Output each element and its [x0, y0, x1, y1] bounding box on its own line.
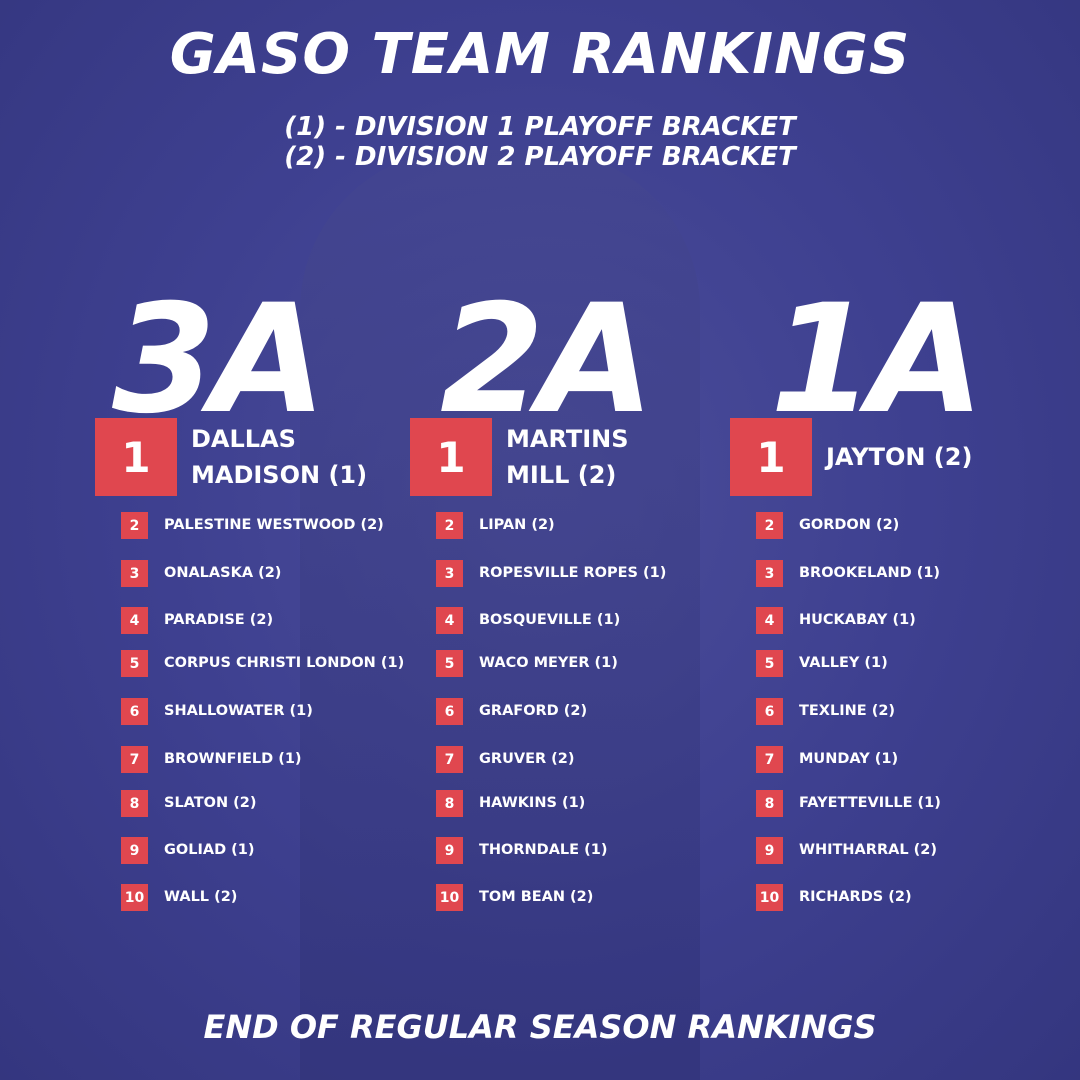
team-name: DALLAS MADISON (1) — [191, 425, 368, 489]
rank-badge: 2 — [436, 512, 463, 539]
legend-line: (2) - DIVISION 2 PLAYOFF BRACKET — [284, 142, 796, 172]
team-name: JAYTON (2) — [826, 443, 973, 471]
division-label: 2A — [440, 273, 654, 447]
rank-badge: 9 — [756, 837, 783, 864]
rank-badge: 5 — [756, 650, 783, 677]
background-figure — [300, 150, 700, 1080]
rank-badge: 9 — [436, 837, 463, 864]
team-name: MARTINS MILL (2) — [506, 425, 629, 489]
team-name: HAWKINS (1) — [479, 795, 586, 811]
team-name: MUNDAY (1) — [799, 751, 899, 767]
team-name: GRUVER (2) — [479, 751, 575, 767]
rank-badge: 7 — [756, 746, 783, 773]
rank-badge: 5 — [121, 650, 148, 677]
rank-badge: 8 — [121, 790, 148, 817]
team-name: WHITHARRAL (2) — [799, 842, 937, 858]
rank-badge: 6 — [756, 698, 783, 725]
team-name: SLATON (2) — [164, 795, 257, 811]
rank-badge: 10 — [121, 884, 148, 911]
legend-line: (1) - DIVISION 1 PLAYOFF BRACKET — [284, 112, 796, 142]
rank-badge: 2 — [121, 512, 148, 539]
rank-badge: 6 — [436, 698, 463, 725]
team-name: VALLEY (1) — [799, 655, 888, 671]
rank-badge: 4 — [756, 607, 783, 634]
team-name: BROOKELAND (1) — [799, 565, 941, 581]
team-name: PALESTINE WESTWOOD (2) — [164, 517, 384, 533]
team-name: FAYETTEVILLE (1) — [799, 795, 941, 811]
rank-badge: 7 — [121, 746, 148, 773]
rank-badge: 3 — [756, 560, 783, 587]
team-name: SHALLOWATER (1) — [164, 703, 313, 719]
team-name: BOSQUEVILLE (1) — [479, 612, 621, 628]
rank-badge: 1 — [410, 418, 492, 496]
footer: END OF REGULAR SEASON RANKINGS — [203, 1008, 877, 1046]
rank-badge: 2 — [756, 512, 783, 539]
team-name: GORDON (2) — [799, 517, 900, 533]
division-label: 3A — [112, 273, 326, 447]
rank-badge: 6 — [121, 698, 148, 725]
rank-badge: 10 — [756, 884, 783, 911]
team-name: LIPAN (2) — [479, 517, 555, 533]
team-name: WALL (2) — [164, 889, 238, 905]
rank-badge: 1 — [730, 418, 812, 496]
rank-badge: 9 — [121, 837, 148, 864]
rank-badge: 10 — [436, 884, 463, 911]
rank-badge: 8 — [756, 790, 783, 817]
team-name: CORPUS CHRISTI LONDON (1) — [164, 655, 405, 671]
team-name: ONALASKA (2) — [164, 565, 282, 581]
rank-badge: 4 — [436, 607, 463, 634]
team-name: GRAFORD (2) — [479, 703, 588, 719]
rank-badge: 3 — [121, 560, 148, 587]
team-name: RICHARDS (2) — [799, 889, 912, 905]
rank-badge: 5 — [436, 650, 463, 677]
team-name: WACO MEYER (1) — [479, 655, 618, 671]
team-name: PARADISE (2) — [164, 612, 274, 628]
rank-badge: 7 — [436, 746, 463, 773]
team-name: HUCKABAY (1) — [799, 612, 916, 628]
team-name: THORNDALE (1) — [479, 842, 608, 858]
title: GASO TEAM RANKINGS — [169, 22, 911, 87]
team-name: ROPESVILLE ROPES (1) — [479, 565, 667, 581]
rank-badge: 1 — [95, 418, 177, 496]
division-label: 1A — [770, 273, 984, 447]
rank-badge: 3 — [436, 560, 463, 587]
team-name: BROWNFIELD (1) — [164, 751, 302, 767]
team-name: GOLIAD (1) — [164, 842, 255, 858]
team-name: TOM BEAN (2) — [479, 889, 594, 905]
rank-badge: 4 — [121, 607, 148, 634]
team-name: TEXLINE (2) — [799, 703, 896, 719]
rank-badge: 8 — [436, 790, 463, 817]
